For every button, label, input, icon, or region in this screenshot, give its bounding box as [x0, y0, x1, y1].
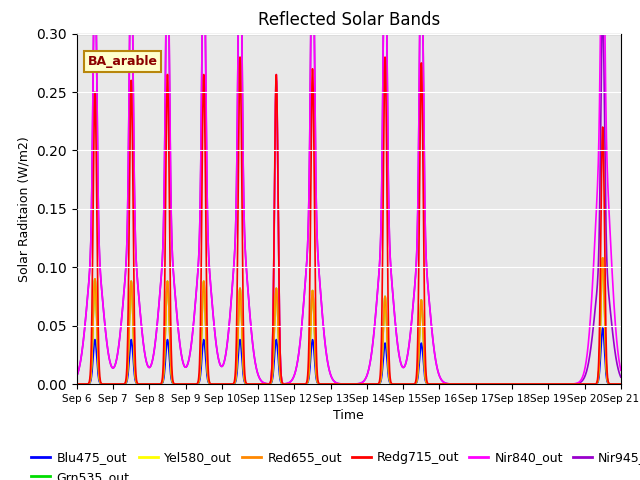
Red655_out — [616, 381, 624, 387]
Line: Yel580_out: Yel580_out — [77, 258, 621, 384]
Grn535_out — [502, 381, 509, 387]
Grn535_out — [328, 381, 336, 387]
Line: Grn535_out: Grn535_out — [77, 258, 621, 384]
Yel580_out — [616, 381, 624, 387]
Blu475_out — [616, 381, 624, 387]
Line: Redg715_out: Redg715_out — [77, 57, 621, 384]
Yel580_out — [471, 381, 479, 387]
Line: Nir840_out: Nir840_out — [77, 0, 621, 384]
Yel580_out — [440, 381, 448, 387]
Yel580_out — [73, 381, 81, 387]
Nir840_out — [502, 381, 509, 387]
Grn535_out — [171, 381, 179, 387]
Grn535_out — [599, 255, 607, 261]
Line: Nir945_out: Nir945_out — [77, 0, 621, 384]
Blu475_out — [487, 381, 495, 387]
Red655_out — [171, 381, 179, 387]
Nir840_out — [616, 365, 624, 371]
Nir840_out — [73, 373, 81, 379]
Blu475_out — [502, 381, 509, 387]
Red655_out — [599, 255, 607, 261]
Nir945_out — [508, 381, 516, 387]
Red655_out — [73, 381, 81, 387]
Nir840_out — [328, 376, 336, 382]
Red655_out — [440, 381, 448, 387]
Nir945_out — [471, 381, 479, 387]
Nir945_out — [502, 381, 509, 387]
Blu475_out — [171, 381, 179, 387]
Nir945_out — [329, 376, 337, 382]
Red655_out — [328, 381, 336, 387]
Nir945_out — [616, 373, 624, 379]
Nir840_out — [471, 381, 479, 387]
Redg715_out — [616, 381, 624, 387]
Redg715_out — [441, 381, 449, 387]
Text: BA_arable: BA_arable — [88, 55, 157, 68]
Grn535_out — [471, 381, 479, 387]
Blu475_out — [73, 381, 81, 387]
Line: Blu475_out: Blu475_out — [77, 328, 621, 384]
Blu475_out — [440, 381, 448, 387]
Red655_out — [617, 381, 625, 387]
Nir945_out — [73, 373, 81, 379]
Grn535_out — [488, 381, 495, 387]
Blu475_out — [471, 381, 479, 387]
Nir840_out — [508, 381, 516, 387]
Redg715_out — [502, 381, 509, 387]
Yel580_out — [599, 255, 607, 261]
Redg715_out — [471, 381, 479, 387]
Redg715_out — [236, 54, 244, 60]
Yel580_out — [171, 381, 179, 387]
Title: Reflected Solar Bands: Reflected Solar Bands — [258, 11, 440, 29]
Redg715_out — [488, 381, 495, 387]
Yel580_out — [617, 381, 625, 387]
Line: Red655_out: Red655_out — [77, 258, 621, 384]
Red655_out — [471, 381, 479, 387]
Redg715_out — [73, 381, 81, 387]
Nir945_out — [171, 285, 179, 290]
X-axis label: Time: Time — [333, 409, 364, 422]
Legend: Blu475_out, Grn535_out, Yel580_out, Red655_out, Redg715_out, Nir840_out, Nir945_: Blu475_out, Grn535_out, Yel580_out, Red6… — [26, 446, 640, 480]
Grn535_out — [440, 381, 448, 387]
Red655_out — [502, 381, 509, 387]
Nir945_out — [617, 374, 625, 380]
Grn535_out — [616, 381, 624, 387]
Redg715_out — [617, 381, 625, 387]
Y-axis label: Solar Raditaion (W/m2): Solar Raditaion (W/m2) — [18, 136, 31, 282]
Yel580_out — [488, 381, 495, 387]
Grn535_out — [73, 381, 81, 387]
Yel580_out — [502, 381, 509, 387]
Blu475_out — [617, 381, 625, 387]
Nir840_out — [440, 380, 448, 385]
Nir840_out — [617, 367, 625, 373]
Nir840_out — [171, 285, 179, 290]
Nir945_out — [441, 380, 449, 385]
Blu475_out — [599, 325, 607, 331]
Yel580_out — [328, 381, 336, 387]
Grn535_out — [617, 381, 625, 387]
Redg715_out — [329, 381, 337, 387]
Redg715_out — [171, 381, 179, 387]
Red655_out — [488, 381, 495, 387]
Blu475_out — [328, 381, 336, 387]
